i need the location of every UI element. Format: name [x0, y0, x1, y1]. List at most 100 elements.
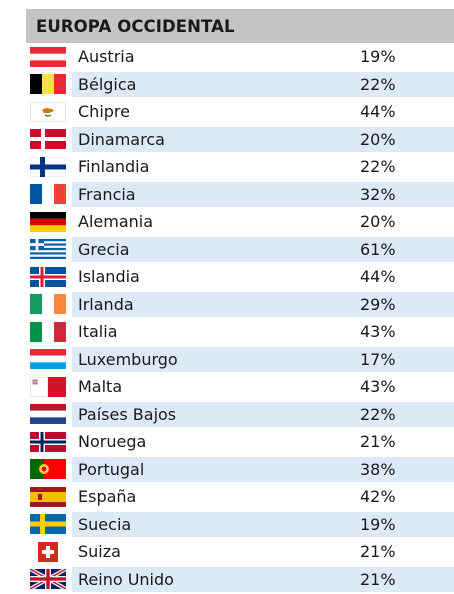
country-name: Bélgica: [78, 74, 137, 94]
table-row: Chipre 44%: [26, 98, 454, 126]
malta-flag-icon: [30, 376, 66, 397]
country-name: Grecia: [78, 239, 130, 259]
percentage-value: 29%: [360, 294, 396, 314]
austria-flag-icon: [30, 46, 66, 67]
country-name: Suiza: [78, 542, 121, 561]
greece-flag-icon: [30, 239, 66, 259]
row-band: [72, 291, 454, 317]
table-row: Finlandia 22%: [26, 153, 454, 181]
netherlands-flag-icon: [30, 404, 66, 424]
belgium-flag-icon: [30, 74, 66, 94]
country-name: Italia: [78, 322, 118, 341]
row-band: [72, 429, 454, 455]
table-row: Austria 19%: [26, 43, 454, 71]
denmark-flag-icon: [30, 129, 66, 149]
country-name: Chipre: [78, 102, 130, 121]
row-band: [72, 154, 454, 180]
country-name: Portugal: [78, 459, 145, 479]
table-row: Grecia 61%: [26, 236, 454, 264]
row-band: [72, 456, 454, 482]
table-row: Italia 43%: [26, 318, 454, 346]
row-band: [72, 264, 454, 290]
percentage-value: 22%: [360, 74, 396, 94]
country-name: Francia: [78, 184, 136, 204]
row-band: [72, 484, 454, 510]
country-name: Irlanda: [78, 294, 134, 314]
luxembourg-flag-icon: [30, 349, 66, 369]
country-name: Dinamarca: [78, 129, 165, 149]
row-band: [72, 181, 454, 207]
percentage-value: 32%: [360, 184, 396, 204]
ireland-flag-icon: [30, 294, 66, 314]
country-name: Finlandia: [78, 157, 150, 176]
row-band: [72, 44, 454, 70]
percentage-value: 44%: [360, 267, 396, 286]
percentage-value: 22%: [360, 404, 396, 424]
row-band: [72, 99, 454, 125]
table-header: EUROPA OCCIDENTAL: [26, 9, 454, 43]
country-name: Noruega: [78, 432, 147, 451]
percentage-value: 21%: [360, 542, 396, 561]
table-row: Portugal 38%: [26, 456, 454, 484]
row-band: [72, 539, 454, 565]
table-title: EUROPA OCCIDENTAL: [36, 16, 235, 36]
percentage-value: 20%: [360, 129, 396, 149]
italy-flag-icon: [30, 321, 66, 342]
country-name: Luxemburgo: [78, 349, 178, 369]
sweden-flag-icon: [30, 514, 66, 534]
table-row: Luxemburgo 17%: [26, 346, 454, 374]
percentage-value: 17%: [360, 349, 396, 369]
table-row: Países Bajos 22%: [26, 401, 454, 429]
spain-flag-icon: [30, 486, 66, 507]
uk-flag-icon: [30, 569, 66, 589]
table-row: Bélgica 22%: [26, 71, 454, 99]
country-name: Austria: [78, 47, 135, 66]
row-band: [72, 374, 454, 400]
percentage-value: 61%: [360, 239, 396, 259]
row-band: [72, 209, 454, 235]
country-name: Reino Unido: [78, 569, 174, 589]
table-row: Noruega 21%: [26, 428, 454, 456]
finland-flag-icon: [30, 156, 66, 177]
percentage-value: 43%: [360, 322, 396, 341]
row-band: [72, 566, 454, 592]
portugal-flag-icon: [30, 459, 66, 479]
table-row: Reino Unido 21%: [26, 566, 454, 594]
iceland-flag-icon: [30, 266, 66, 287]
percentage-value: 21%: [360, 569, 396, 589]
table-row: Suecia 19%: [26, 511, 454, 539]
table-body: Austria 19% Bélgica 22% Chipre 44% Dinamarca 20…: [26, 43, 454, 593]
norway-flag-icon: [30, 431, 66, 452]
country-name: Islandia: [78, 267, 140, 286]
table-row: Irlanda 29%: [26, 291, 454, 319]
row-band: [72, 319, 454, 345]
table-row: España 42%: [26, 483, 454, 511]
percentage-value: 38%: [360, 459, 396, 479]
percentage-value: 19%: [360, 47, 396, 66]
cyprus-flag-icon: [30, 101, 66, 122]
table-row: Malta 43%: [26, 373, 454, 401]
percentage-value: 19%: [360, 514, 396, 534]
table-row: Islandia 44%: [26, 263, 454, 291]
row-band: [72, 511, 454, 537]
table-row: Suiza 21%: [26, 538, 454, 566]
percentage-value: 22%: [360, 157, 396, 176]
row-band: [72, 236, 454, 262]
country-name: Países Bajos: [78, 404, 177, 424]
row-band: [72, 71, 454, 97]
percentage-value: 21%: [360, 432, 396, 451]
country-name: Malta: [78, 377, 123, 396]
country-name: Suecia: [78, 514, 132, 534]
row-band: [72, 126, 454, 152]
country-name: Alemania: [78, 212, 154, 231]
percentage-value: 20%: [360, 212, 396, 231]
percentage-value: 43%: [360, 377, 396, 396]
percentage-value: 42%: [360, 487, 396, 506]
row-band: [72, 346, 454, 372]
table-row: Alemania 20%: [26, 208, 454, 236]
germany-flag-icon: [30, 211, 66, 232]
switzerland-flag-icon: [38, 541, 58, 562]
row-band: [72, 401, 454, 427]
table-row: Dinamarca 20%: [26, 126, 454, 154]
table-row: Francia 32%: [26, 181, 454, 209]
